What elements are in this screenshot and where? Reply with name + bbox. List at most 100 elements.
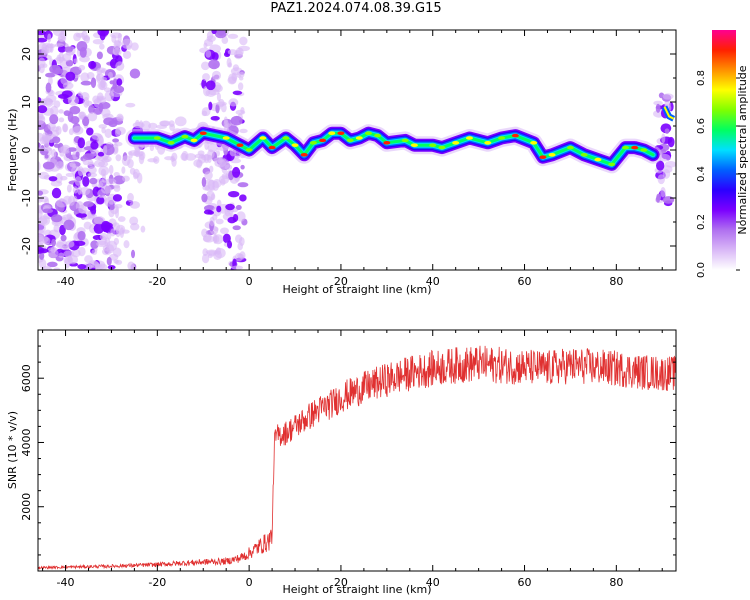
x-tick-label: -40 (57, 576, 75, 589)
spectrogram-noise-blob (231, 265, 244, 270)
spectrogram-noise-blob (38, 236, 45, 247)
spectrogram-noise-blob (69, 105, 81, 115)
spectrogram-noise-blob (129, 201, 141, 209)
spectrogram-ridge-peak (383, 141, 391, 145)
spectrogram-noise-blob (117, 216, 126, 222)
spectrogram-noise-blob (202, 248, 208, 256)
spectrogram-ridge-peak (401, 138, 409, 143)
spectrogram-ridge-peak (319, 138, 327, 143)
spectrogram-noise-blob (202, 235, 215, 243)
spectrogram-noise-blob (56, 241, 65, 249)
snr-x-axis: -40 -20 0 20 40 60 80 (42, 330, 663, 589)
spectrogram-noise-blob (110, 228, 116, 237)
spectrogram-noise-blob (206, 31, 214, 40)
spectrogram-noise-blob (116, 113, 124, 122)
spectrogram-noise-blob (228, 98, 239, 107)
spectrogram-noise-blob (147, 158, 158, 163)
spectrogram-noise-blob (38, 229, 45, 237)
x-tick-label: 40 (426, 576, 440, 589)
spectrogram-noise-blob (77, 166, 84, 177)
spectrogram-noise-blob (212, 234, 224, 245)
spectrogram-noise-blob (115, 126, 126, 136)
spectrogram-noise-blob (101, 127, 106, 134)
spectrogram-ridge-peak (153, 136, 161, 140)
spectrogram-ridge-peak (631, 145, 639, 150)
spectrogram-noise-blob (159, 120, 171, 127)
spectrogram-noise-blob (77, 264, 87, 270)
spectrogram-noise-blob (53, 143, 61, 148)
spectrogram-noise-blob (664, 160, 676, 168)
spectrogram-noise-blob (226, 240, 233, 249)
spectrogram-noise-blob (212, 179, 222, 188)
spectrogram-noise-blob (171, 158, 177, 167)
spectrogram-ridge-peak (594, 157, 602, 162)
spectrogram-x-label: Height of straight line (km) (282, 283, 431, 296)
spectrogram-noise-blob (58, 146, 70, 153)
spectrogram-noise-blob (77, 230, 86, 241)
spectrogram-noise-blob (661, 133, 666, 144)
spectrogram-noise-blob (65, 240, 75, 248)
spectrogram-noise-blob (127, 192, 134, 203)
spectrogram-noise-blob (106, 232, 112, 240)
spectrogram-noise-blob (75, 213, 88, 218)
spectrogram-noise-blob (97, 30, 110, 37)
spectrogram-noise-blob (115, 229, 121, 238)
spectrogram-noise-blob (90, 77, 97, 89)
spectrogram-noise-blob (104, 128, 113, 139)
spectrogram-noise-blob (82, 116, 90, 127)
spectrogram-noise-blob (213, 226, 219, 232)
spectrogram-noise-blob (47, 247, 58, 252)
spectrogram-noise-blob (194, 153, 206, 159)
spectrogram-noise-blob (78, 111, 85, 120)
spectrogram-noise-blob (133, 168, 140, 179)
spectrogram-noise-blob (221, 36, 229, 44)
spectrogram-noise-blob (90, 240, 99, 249)
spectrogram-y-label: Frequency (Hz) (6, 109, 19, 192)
spectrogram-noise-blob (211, 52, 219, 61)
spectrogram-ridge-peak (640, 148, 648, 152)
spectrogram-noise-blob (87, 172, 98, 178)
spectrogram-noise-blob (38, 113, 46, 125)
spectrogram-noise-blob (200, 61, 210, 71)
spectrogram-noise-blob (196, 159, 203, 169)
spectrogram-noise-blob (122, 50, 132, 59)
spectrogram-noise-blob (91, 249, 98, 255)
spectrogram-noise-blob (50, 105, 59, 117)
colorbar: 0.0 0.2 0.4 0.6 0.8 Normalized spectral ampl… (696, 30, 749, 278)
y-tick-label: -20 (20, 237, 33, 255)
spectrogram-noise-blob (227, 33, 239, 39)
x-tick-label: -20 (148, 576, 166, 589)
x-tick-label: -20 (148, 275, 166, 288)
spectrogram-noise-blob (132, 122, 145, 129)
spectrogram-noise-blob (230, 115, 243, 126)
spectrogram-noise-blob (53, 100, 61, 108)
spectrogram-noise-blob (42, 208, 54, 214)
colorbar-label: Normalized spectral amplitude (736, 65, 749, 234)
spectrogram-noise-blob (61, 90, 73, 98)
spectrogram-noise-blob (113, 259, 119, 264)
spectrogram-ridge-peak (268, 145, 276, 150)
spectrogram-noise-blob (109, 204, 115, 211)
spectrogram-noise-blob (39, 252, 45, 260)
spectrogram-ridge-peak (429, 143, 437, 147)
spectrogram-noise-blob (227, 216, 237, 224)
spectrogram-noise-blob (42, 146, 53, 152)
spectrogram-noise-blob (239, 128, 248, 134)
spectrogram-ridge-peak (548, 153, 556, 157)
spectrogram-noise-blob (51, 187, 62, 199)
spectrogram-noise-blob (203, 42, 208, 49)
spectrogram-noise-blob (58, 117, 65, 123)
spectrogram-noise-blob (216, 92, 221, 102)
snr-x-label: Height of straight line (km) (282, 583, 431, 596)
spectrogram-noise-blob (72, 186, 79, 194)
spectrogram-noise-blob (106, 240, 118, 251)
spectrogram-noise-blob (655, 195, 661, 203)
spectrogram-noise-blob (140, 225, 146, 233)
snr-series-line (38, 345, 676, 570)
spectrogram-noise-blob (98, 124, 107, 129)
y-tick-label: 0 (20, 147, 33, 154)
spectrogram-noise-blob (42, 132, 49, 142)
spectrogram-noise-blob (41, 42, 53, 54)
spectrogram-ridge-peak (511, 133, 519, 138)
spectrogram-noise-blob (44, 154, 49, 159)
